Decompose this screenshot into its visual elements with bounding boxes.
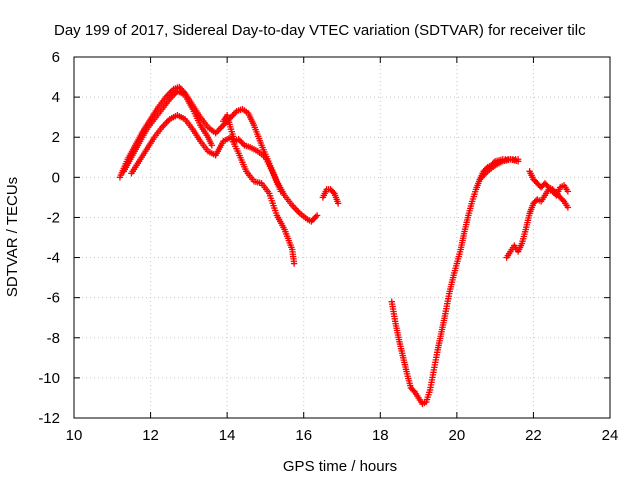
y-tick-label: 6 <box>52 49 60 66</box>
data-point <box>410 387 417 394</box>
data-points <box>116 83 572 408</box>
series-9 <box>526 168 572 211</box>
data-point <box>277 188 284 195</box>
series-6 <box>388 156 522 408</box>
data-point <box>313 212 321 219</box>
axes <box>73 56 611 419</box>
data-point <box>290 260 298 267</box>
x-tick-label: 16 <box>295 427 312 444</box>
x-tick-label: 10 <box>66 427 83 444</box>
x-tick-label: 20 <box>449 427 466 444</box>
series-1 <box>116 83 321 225</box>
y-tick-label: 4 <box>52 89 60 106</box>
x-tick-label: 14 <box>219 427 236 444</box>
series-7 <box>476 156 522 183</box>
x-tick-label: 18 <box>372 427 389 444</box>
y-tick-label: -2 <box>47 209 60 226</box>
x-tick-label: 24 <box>602 427 619 444</box>
y-tick-label: 0 <box>52 169 60 186</box>
plot-frame <box>73 56 611 419</box>
series-2 <box>120 87 216 175</box>
y-axis-label: SDTVAR / TECUs <box>4 177 21 297</box>
data-point <box>514 156 522 163</box>
y-tick-label: 2 <box>52 129 60 146</box>
chart-title: Day 199 of 2017, Sidereal Day-to-day VTE… <box>54 22 586 39</box>
y-tick-label: -10 <box>38 370 60 387</box>
y-tick-label: -12 <box>38 410 60 427</box>
x-tick-label: 12 <box>142 427 159 444</box>
data-point <box>564 204 572 211</box>
series-5 <box>319 186 342 207</box>
grid <box>74 57 610 418</box>
y-tick-label: -6 <box>47 290 60 307</box>
data-point <box>329 188 337 196</box>
series-4 <box>220 111 284 195</box>
data-point <box>559 196 566 204</box>
series-8 <box>503 182 572 261</box>
data-point <box>564 188 572 195</box>
x-tick-label: 22 <box>525 427 542 444</box>
data-point <box>334 200 342 207</box>
y-tick-label: -8 <box>47 330 60 347</box>
data-point <box>208 142 216 149</box>
x-axis-label: GPS time / hours <box>283 458 397 475</box>
series-3 <box>128 111 298 267</box>
y-tick-label: -4 <box>47 250 60 267</box>
